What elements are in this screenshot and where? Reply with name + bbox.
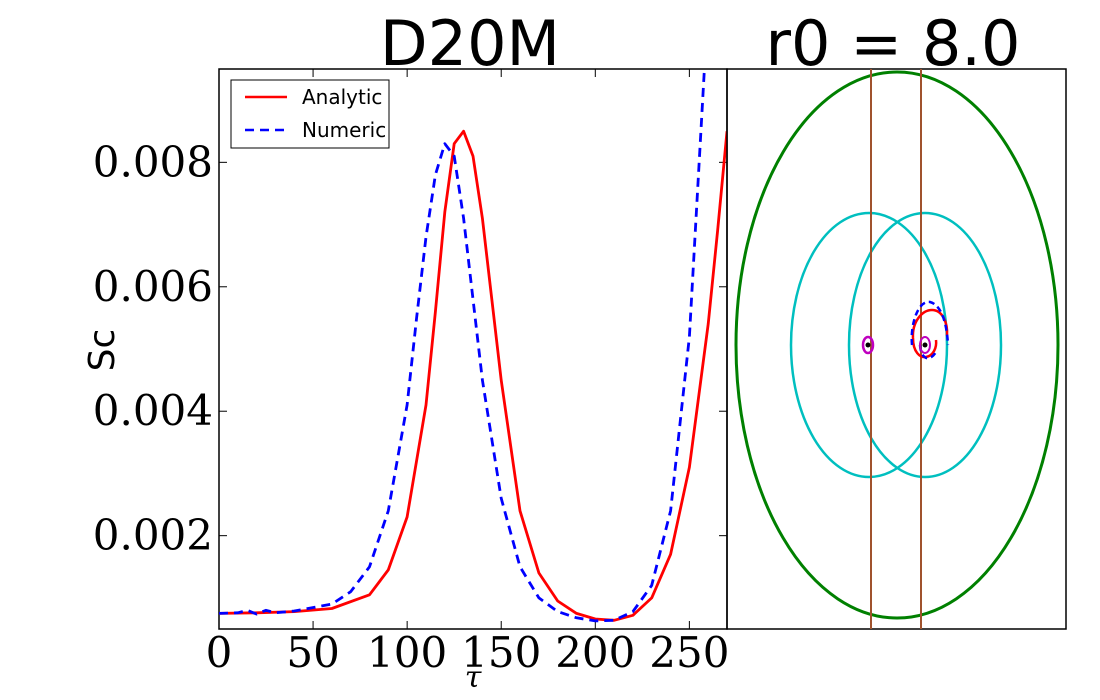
y-axis-label: Sc bbox=[82, 329, 123, 372]
y-tick-label: 0.006 bbox=[93, 262, 213, 311]
x-tick-label: 150 bbox=[461, 628, 541, 677]
legend-label-numeric: Numeric bbox=[302, 118, 386, 142]
left-title: D20M bbox=[380, 7, 560, 80]
right-panel: r0 = 8.0 bbox=[726, 7, 1067, 630]
center-dot-left bbox=[865, 342, 871, 348]
right-plot-frame bbox=[726, 68, 1067, 630]
x-axis-label: τ bbox=[465, 660, 482, 695]
small-ring bbox=[861, 335, 875, 355]
series-line-numeric bbox=[219, 69, 706, 623]
series-line-analytic bbox=[219, 129, 727, 622]
legend-label-analytic: Analytic bbox=[302, 85, 382, 109]
y-tick-label: 0.008 bbox=[93, 137, 213, 186]
y-tick-label: 0.002 bbox=[93, 511, 213, 560]
legend-box bbox=[230, 79, 390, 149]
y-axis-ticks: 0.002 0.004 0.006 0.008 bbox=[93, 137, 727, 560]
x-tick-label: 50 bbox=[286, 628, 339, 677]
y-tick-label: 0.004 bbox=[93, 386, 213, 435]
right-title: r0 = 8.0 bbox=[766, 7, 1021, 80]
x-tick-label: 200 bbox=[555, 628, 635, 677]
x-tick-label: 250 bbox=[649, 628, 729, 677]
center-dot-right bbox=[922, 342, 928, 348]
x-tick-label: 100 bbox=[367, 628, 447, 677]
x-tick-label: 0 bbox=[206, 628, 233, 677]
left-panel: D20M 0.002 0.004 0.006 0.008 0 50 100 150 200 25… bbox=[82, 7, 729, 695]
x-axis-ticks: 0 50 100 150 200 250 bbox=[206, 69, 729, 677]
inner-circle-right bbox=[847, 211, 1003, 479]
legend: Analytic Numeric bbox=[230, 79, 390, 149]
outer-ellipse bbox=[734, 70, 1060, 620]
series-group bbox=[219, 69, 727, 623]
small-ring-right bbox=[919, 336, 931, 354]
